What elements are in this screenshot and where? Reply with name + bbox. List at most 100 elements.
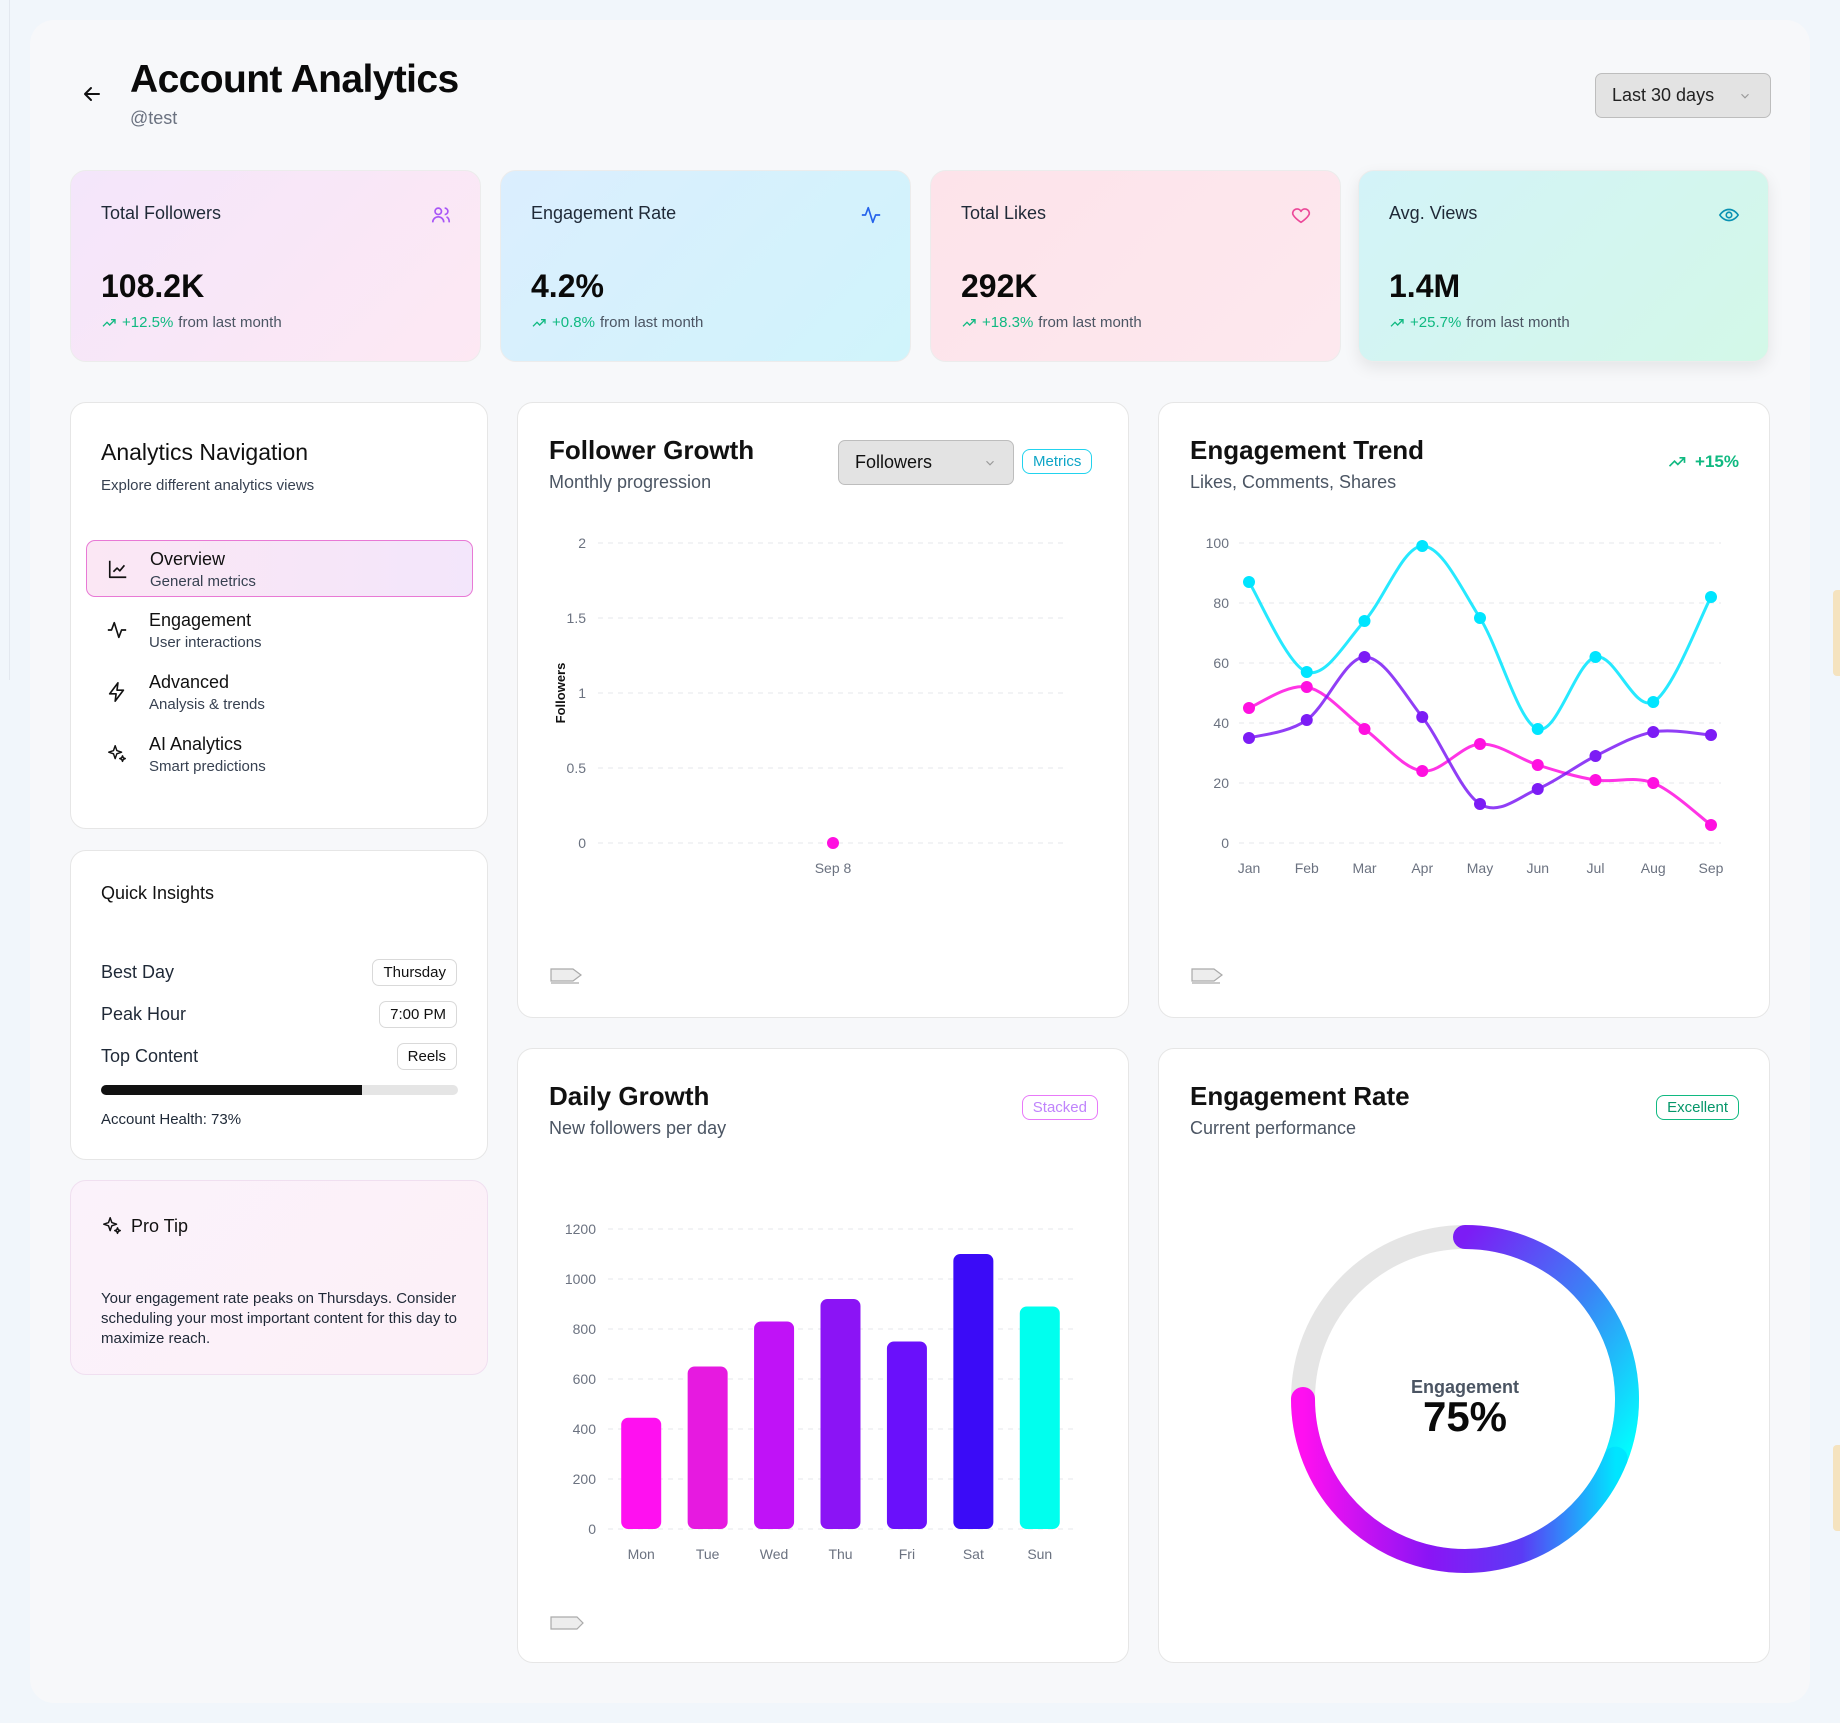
nav-item-advanced[interactable]: Advanced Analysis & trends [86,664,473,721]
metrics-badge[interactable]: Metrics [1022,449,1093,474]
data-point [1705,819,1717,831]
metric-select[interactable]: Followers [838,440,1014,485]
nav-item-engagement[interactable]: Engagement User interactions [86,602,473,659]
follower-growth-chart: 0 0.5 1 1.5 2 Followers Sep 8 [553,535,1068,876]
chart-title: Engagement Trend [1190,435,1425,465]
data-point [827,837,839,849]
nav-item-overview[interactable]: Overview General metrics [86,540,473,597]
data-point [1647,777,1660,789]
insights-title: Quick Insights [101,883,215,903]
x-tick-label: Apr [1411,860,1433,876]
stat-delta: +12.5% from last month [101,314,282,331]
chart-subtitle: Likes, Comments, Shares [1190,472,1397,492]
nav-subtitle: Explore different analytics views [101,477,315,494]
trend-value: +15% [1695,452,1739,471]
stat-value: 108.2K [101,268,205,304]
stat-card-views: Avg. Views 1.4M +25.7% from last month [1358,170,1769,362]
gauge-value: 75% [1423,1393,1507,1440]
quick-insights-card: Quick Insights Best Day Thursday Peak Ho… [70,850,488,1160]
x-tick-label: Sun [1027,1546,1052,1562]
data-point [1705,591,1717,603]
analytics-navigation-card: Analytics Navigation Explore different a… [70,402,488,829]
heart-icon [1291,208,1311,224]
trending-up-icon [102,318,116,327]
trending-up-icon [1390,318,1404,327]
stat-value: 292K [961,268,1038,304]
data-point [1300,681,1313,693]
x-tick-label: Jan [1238,860,1261,876]
data-point [1647,726,1660,738]
data-point [1474,798,1486,810]
stat-suffix: from last month [1466,314,1570,331]
export-icon[interactable] [549,1613,585,1633]
bar-thu [820,1299,861,1529]
sparkles-icon [103,1217,121,1235]
x-tick-label: Feb [1295,860,1319,876]
insight-label: Best Day [101,962,175,982]
data-point [1358,651,1371,663]
engagement-rate-card: Engagement Rate Current performance Exce… [1158,1048,1770,1663]
x-tick-label: Wed [760,1546,789,1562]
stat-value: 1.4M [1389,268,1461,304]
health-progress-track [101,1085,458,1095]
data-point [1589,651,1602,663]
nav-item-sub: Smart predictions [149,758,266,775]
x-tick-label: Sep [1699,860,1724,876]
x-tick-label: Sep 8 [815,860,852,876]
series-line-likes [1247,544,1713,731]
export-icon[interactable] [549,961,585,989]
daily-growth-card: Daily Growth New followers per day Stack… [517,1048,1129,1663]
engagement-gauge: Engagement 75% [1291,1225,1639,1573]
stat-card-engagement: Engagement Rate 4.2% +0.8% from last mon… [500,170,911,362]
y-tick-label: 100 [1206,535,1230,551]
x-tick-label: Mar [1352,860,1376,876]
line-chart-icon [108,560,127,579]
insight-row: Peak Hour 7:00 PM [101,1001,457,1028]
y-tick-label: 1000 [565,1271,596,1287]
bar-sun [1019,1306,1060,1529]
data-point [1589,750,1602,762]
back-arrow-icon[interactable] [80,82,104,106]
nav-item-sub: Analysis & trends [149,696,265,713]
stacked-badge[interactable]: Stacked [1021,1095,1098,1120]
health-progress-fill [101,1085,362,1095]
zap-icon [108,682,125,702]
stat-delta: +0.8% from last month [531,314,703,331]
y-tick-label: 20 [1213,775,1229,791]
insight-label: Peak Hour [101,1004,187,1024]
y-tick-label: 1200 [565,1221,596,1237]
data-point [1474,738,1486,750]
nav-item-sub: General metrics [150,573,256,590]
data-point [1416,711,1429,723]
stat-change: +18.3% [982,314,1034,331]
y-tick-label: 80 [1213,595,1229,611]
nav-item-title: AI Analytics [149,734,243,754]
export-icon[interactable] [1190,961,1226,989]
x-tick-label: Fri [899,1546,915,1562]
gauge-arc-top [1453,1225,1639,1471]
data-point [1531,759,1544,771]
excellent-badge: Excellent [1656,1095,1739,1120]
y-tick-label: 60 [1213,655,1229,671]
data-point [1647,696,1660,708]
chart-title: Follower Growth [549,435,755,465]
insight-value: Reels [396,1043,457,1070]
date-range-select[interactable]: Last 30 days [1595,73,1771,118]
insight-value: Thursday [372,959,457,986]
y-tick-label: 1 [578,685,586,701]
x-tick-label: Jul [1587,860,1605,876]
stat-label: Total Likes [961,203,1047,223]
stat-label: Engagement Rate [531,203,677,223]
sparkles-icon [108,745,126,763]
trending-up-icon [962,318,976,327]
daily-growth-chart: 0 200 400 600 800 1000 1200 Mon Tue Wed Thu Fri Sat S… [565,1221,1073,1562]
data-point [1243,702,1255,714]
gauge-label: Engagement [1411,1377,1519,1397]
stat-change: +25.7% [1410,314,1462,331]
data-point [1589,774,1602,786]
bar-mon [621,1417,662,1529]
nav-item-title: Overview [150,549,226,569]
nav-item-ai-analytics[interactable]: AI Analytics Smart predictions [86,726,473,783]
engagement-trend-card: Engagement Trend Likes, Comments, Shares… [1158,402,1770,1018]
nav-item-title: Engagement [149,610,252,630]
